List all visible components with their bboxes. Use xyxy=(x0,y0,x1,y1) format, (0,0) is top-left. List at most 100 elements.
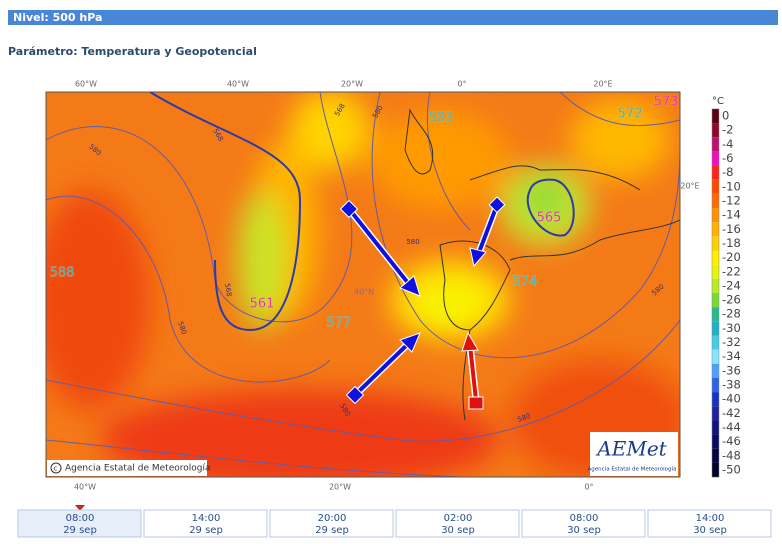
legend-label: -8 xyxy=(722,165,733,179)
legend-swatch xyxy=(712,434,719,449)
legend-swatch xyxy=(712,335,719,350)
map: 40°N xyxy=(46,92,680,477)
legend-label: -24 xyxy=(722,278,741,292)
legend-swatch xyxy=(712,448,719,463)
latitude-label: 40°N xyxy=(354,288,374,297)
legend-label: 0 xyxy=(722,109,729,123)
legend-label: -50 xyxy=(722,463,741,477)
time-tab-time: 08:00 xyxy=(570,513,599,524)
legend-label: -6 xyxy=(722,151,733,165)
longitude-label: 0° xyxy=(457,80,466,89)
longitude-label: 40°W xyxy=(74,483,96,492)
longitude-label: 20°W xyxy=(341,80,363,89)
legend-label: -38 xyxy=(722,378,741,392)
longitude-label: 40°W xyxy=(227,80,249,89)
legend-swatch xyxy=(712,250,719,265)
contour-label: 583 xyxy=(429,111,454,126)
legend-swatch xyxy=(712,278,719,293)
longitude-label: 20°W xyxy=(329,483,351,492)
time-tab-date: 30 sep xyxy=(693,525,727,536)
legend-label: -46 xyxy=(722,434,741,448)
time-tab-box xyxy=(395,509,520,538)
longitude-label: 60°W xyxy=(75,80,97,89)
legend-swatch xyxy=(712,307,719,322)
contour-label: 565 xyxy=(537,211,562,226)
time-tab-date: 29 sep xyxy=(315,525,349,536)
legend-frame xyxy=(711,108,720,478)
map-frame xyxy=(45,91,681,478)
legend-label: -44 xyxy=(722,420,741,434)
legend-label: -22 xyxy=(722,264,741,278)
time-tab-time: 08:00 xyxy=(66,513,95,524)
legend-swatch xyxy=(712,264,719,279)
longitude-label: 20°E xyxy=(593,80,612,89)
legend-label: -20 xyxy=(722,250,741,264)
legend-swatch xyxy=(712,137,719,152)
time-tab-time: 14:00 xyxy=(696,513,725,524)
contour-label: 561 xyxy=(250,297,275,312)
legend-label: -4 xyxy=(722,137,733,151)
legend-label: -30 xyxy=(722,321,741,335)
legend-label: -28 xyxy=(722,307,741,321)
contour-label: 573 xyxy=(654,95,679,110)
legend-label: -10 xyxy=(722,179,741,193)
legend-swatch xyxy=(712,462,719,478)
legend-swatch xyxy=(712,377,719,393)
time-tab-box xyxy=(521,509,646,538)
legend-swatch xyxy=(712,363,719,378)
legend-swatch xyxy=(712,193,719,209)
legend-swatch xyxy=(712,123,719,138)
parameter-title: Parámetro: Temperatura y Geopotencial xyxy=(8,45,257,58)
legend-label: -34 xyxy=(722,349,741,363)
legend-unit: °C xyxy=(712,96,724,107)
time-tab-box xyxy=(17,509,142,538)
longitude-label: 0° xyxy=(584,483,593,492)
legend-label: -18 xyxy=(722,236,741,250)
legend-swatch xyxy=(712,293,719,308)
time-tab-date: 30 sep xyxy=(441,525,475,536)
legend-label: -26 xyxy=(722,293,741,307)
time-tab-box xyxy=(143,509,268,538)
time-tab-box xyxy=(647,509,772,538)
legend-swatch xyxy=(712,321,719,336)
legend-swatch xyxy=(712,392,719,407)
time-tab-date: 29 sep xyxy=(63,525,97,536)
copyright: c Agencia Estatal de Meteorología xyxy=(47,460,211,476)
legend-swatch xyxy=(712,349,719,364)
copyright-text: Agencia Estatal de Meteorología xyxy=(65,464,211,474)
time-tab-time: 02:00 xyxy=(444,513,473,524)
contour-label: 588 xyxy=(50,266,75,281)
level-title: Nivel: 500 hPa xyxy=(13,11,102,24)
contour-label: 572 xyxy=(618,107,643,122)
logo-caption: Agencia Estatal de Meteorología xyxy=(588,466,677,473)
legend-label: -14 xyxy=(722,208,741,222)
legend-label: -42 xyxy=(722,406,741,420)
legend-label: -16 xyxy=(722,222,741,236)
header-bar xyxy=(8,10,778,25)
time-tab-time: 14:00 xyxy=(192,513,221,524)
legend-swatch xyxy=(712,165,719,180)
contour-label: 577 xyxy=(327,316,352,331)
contour-label: 574 xyxy=(513,275,538,290)
line-label: 568 xyxy=(223,283,233,298)
legend-label: -48 xyxy=(722,448,741,462)
time-tab-date: 30 sep xyxy=(567,525,601,536)
time-tab-box xyxy=(269,509,394,538)
right-latitude: 20°E xyxy=(680,182,699,191)
legend-swatch xyxy=(712,236,719,251)
legend-swatch xyxy=(712,406,719,421)
legend-label: -32 xyxy=(722,335,741,349)
logo-name: AEMet xyxy=(595,437,667,461)
legend-label: -2 xyxy=(722,123,733,137)
legend-swatch xyxy=(712,151,719,166)
line-label: 580 xyxy=(406,238,419,246)
legend-swatch xyxy=(712,179,719,194)
